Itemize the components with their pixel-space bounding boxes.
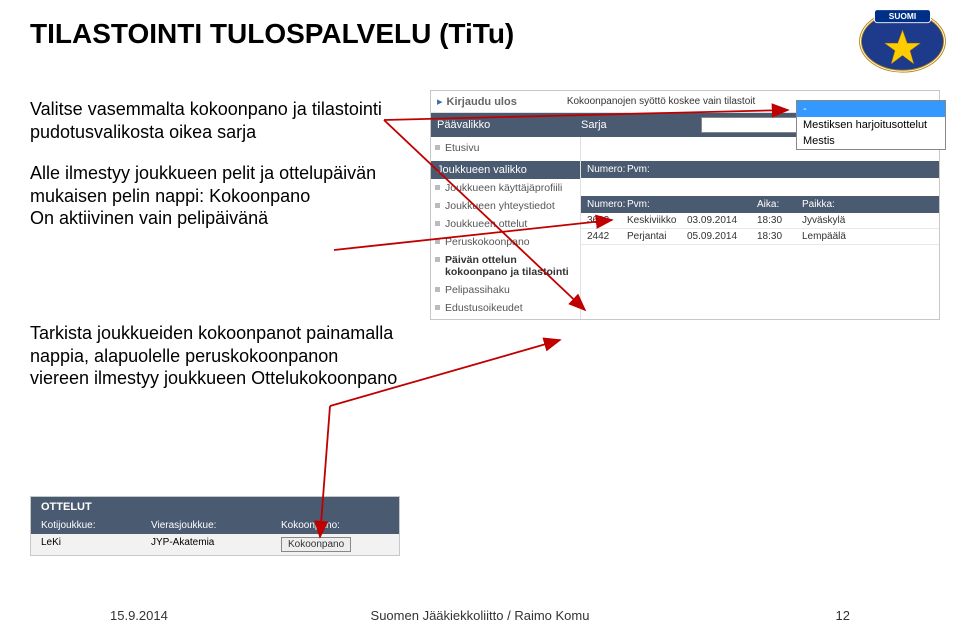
hdr-numero: Numero: <box>587 164 627 175</box>
kokoonpano-button[interactable]: Kokoonpano <box>281 537 351 552</box>
dropdown-option[interactable]: Mestis <box>797 133 945 149</box>
col-vieras: Vierasjoukkue: <box>151 520 281 531</box>
sarja-dropdown[interactable]: - Mestiksen harjoitusottelut Mestis <box>796 100 946 150</box>
instruction-3: Tarkista joukkueiden kokoonpanot painama… <box>30 322 400 390</box>
ottelut-row: LeKi JYP-Akatemia Kokoonpano <box>31 534 399 555</box>
instruction-2: Alle ilmestyy joukkueen pelit ja ottelup… <box>30 162 400 230</box>
dropdown-option[interactable]: Mestiksen harjoitusottelut <box>797 117 945 133</box>
svg-text:SUOMI: SUOMI <box>889 11 916 21</box>
sidebar-item-edustusoikeudet[interactable]: Edustusoikeudet <box>431 299 580 317</box>
menu-label-paavalikko: Päävalikko <box>437 119 581 131</box>
sidebar-header: Joukkueen valikko <box>431 161 580 179</box>
sidebar-item-peruskokoonpano[interactable]: Peruskokoonpano <box>431 233 580 251</box>
logout-icon: ▸ <box>437 95 443 108</box>
ottelut-panel: OTTELUT Kotijoukkue: Vierasjoukkue: Koko… <box>30 496 400 556</box>
col-koti: Kotijoukkue: <box>41 520 151 531</box>
instruction-1: Valitse vasemmalta kokoonpano ja tilasto… <box>30 98 400 143</box>
sidebar-item-etusivu[interactable]: Etusivu <box>431 139 580 157</box>
grid-hdr-pvm: Pvm: <box>627 199 687 210</box>
table-row[interactable]: 3633 Keskiviikko 03.09.2014 18:30 Jyväsk… <box>581 213 939 229</box>
main-area: Numero: Pvm: Numero: Pvm: Aika: Paikka: … <box>581 137 939 319</box>
table-row[interactable]: 2442 Perjantai 05.09.2014 18:30 Lempäälä <box>581 229 939 245</box>
top-note: Kokoonpanojen syöttö koskee vain tilasto… <box>567 96 755 107</box>
ottelut-header: OTTELUT <box>31 497 399 517</box>
menu-label-sarja: Sarja <box>581 119 621 131</box>
hdr-pvm: Pvm: <box>627 164 687 175</box>
footer-page: 12 <box>836 608 850 623</box>
sidebar-item-yhteystiedot[interactable]: Joukkueen yhteystiedot <box>431 197 580 215</box>
dropdown-option[interactable]: - <box>797 101 945 117</box>
cell-home: LeKi <box>41 537 151 552</box>
grid-hdr-paikka: Paikka: <box>802 199 933 210</box>
grid-hdr-numero: Numero: <box>587 199 627 210</box>
footer-center: Suomen Jääkiekkoliitto / Raimo Komu <box>0 608 960 623</box>
sidebar-item-ottelut[interactable]: Joukkueen ottelut <box>431 215 580 233</box>
col-kokoonpano: Kokoonpano: <box>281 520 389 531</box>
grid-hdr-aika: Aika: <box>757 199 802 210</box>
suomi-logo: SUOMI <box>855 4 950 74</box>
sidebar-item-pelipassihaku[interactable]: Pelipassihaku <box>431 281 580 299</box>
sidebar-item-profiili[interactable]: Joukkueen käyttäjäprofiili <box>431 179 580 197</box>
cell-away: JYP-Akatemia <box>151 537 281 552</box>
slide-title: TILASTOINTI TULOSPALVELU (TiTu) <box>30 18 514 50</box>
sidebar-item-paivan-ottelu[interactable]: Päivän ottelun kokoonpano ja tilastointi <box>431 251 580 281</box>
sidebar: Etusivu Joukkueen valikko Joukkueen käyt… <box>431 137 581 319</box>
logout-link[interactable]: Kirjaudu ulos <box>447 96 517 108</box>
